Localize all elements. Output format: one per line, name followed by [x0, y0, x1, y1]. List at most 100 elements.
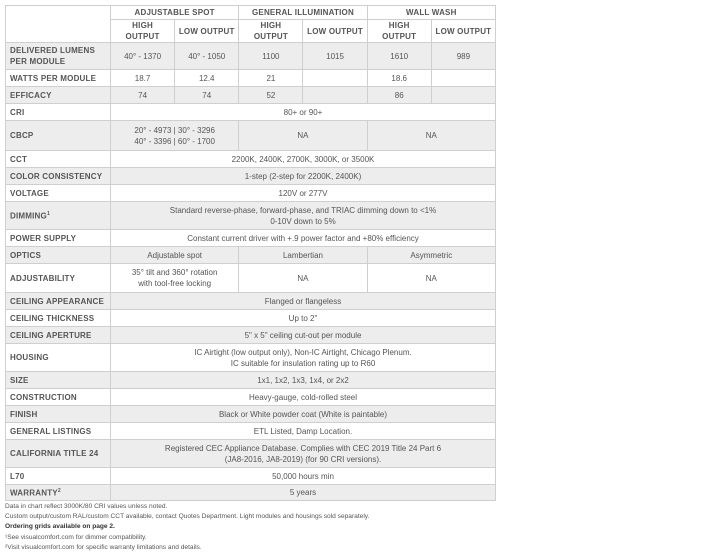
group-wall-wash: WALL WASH	[366, 5, 497, 20]
corner-cell	[5, 5, 111, 43]
cell	[302, 69, 368, 87]
cell: 1100	[238, 42, 304, 70]
spec-table: ADJUSTABLE SPOT GENERAL ILLUMINATION WAL…	[5, 5, 497, 501]
row-l70: L70 50,000 hours min	[5, 467, 496, 485]
row-housing: HOUSING IC Airtight (low output only), N…	[5, 343, 496, 372]
row-label: WARRANTY2	[5, 484, 111, 501]
cell: 18.7	[109, 69, 176, 87]
note-dimmer: ¹See visualcomfort.com for dimmer compat…	[5, 533, 147, 541]
cell: 50,000 hours min	[110, 467, 496, 485]
row-label: CEILING APERTURE	[5, 326, 111, 344]
row-finish: FINISH Black or White powder coat (White…	[5, 405, 496, 423]
cell: 80+ or 90+	[110, 103, 496, 121]
row-label: FINISH	[5, 405, 111, 423]
row-color-consistency: COLOR CONSISTENCY 1-step (2-step for 220…	[5, 167, 496, 185]
cell-line: 0-10V down to 5%	[270, 216, 336, 226]
cell: 1-step (2-step for 2200K, 2400K)	[110, 167, 496, 185]
row-construction: CONSTRUCTION Heavy-gauge, cold-rolled st…	[5, 388, 496, 406]
cell-line: 35° tilt and 360° rotation	[131, 268, 218, 277]
cell: 35° tilt and 360° rotation with tool-free…	[109, 263, 240, 293]
cell-line: Standard reverse-phase, forward-phase, a…	[169, 205, 437, 215]
cell: 2200K, 2400K, 2700K, 3000K, or 3500K	[110, 150, 496, 168]
cell: 40° - 1370	[109, 42, 176, 70]
row-optics: OPTICS Adjustable spot Lambertian Asymme…	[5, 246, 497, 264]
row-label: EFFICACY	[5, 86, 111, 104]
row-warranty: WARRANTY2 5 years	[5, 484, 496, 501]
cell: 12.4	[174, 69, 240, 87]
cell: 74	[109, 86, 176, 104]
footnote-mark: 1	[46, 211, 50, 218]
cell: 1x1, 1x2, 1x3, 1x4, or 2x2	[110, 371, 496, 389]
cell: 21	[238, 69, 304, 87]
cell: Lambertian	[238, 246, 368, 264]
row-label: VOLTAGE	[5, 184, 111, 202]
row-ceiling-thickness: CEILING THICKNESS Up to 2"	[5, 309, 496, 327]
row-label: GENERAL LISTINGS	[5, 422, 111, 440]
row-california-title-24: CALIFORNIA TITLE 24 Registered CEC Appli…	[5, 439, 496, 468]
group-adjustable-spot: ADJUSTABLE SPOT	[109, 5, 240, 20]
note-warranty: ²Visit visualcomfort.com for specific wa…	[5, 543, 202, 551]
cell	[302, 86, 368, 104]
row-ceiling-appearance: CEILING APPEARANCE Flanged or flangeless	[5, 292, 496, 310]
cell: 989	[430, 42, 497, 70]
note-data-basis: Data in chart reflect 3000K/80 CRI value…	[5, 503, 168, 510]
cell	[430, 69, 497, 87]
cell: Black or White powder coat (White is pai…	[110, 405, 496, 423]
row-adjustability: ADJUSTABILITY 35° tilt and 360° rotation…	[5, 263, 497, 293]
label-text: WARRANTY	[10, 488, 58, 498]
row-label: SIZE	[5, 371, 111, 389]
row-dimming: DIMMING1 Standard reverse-phase, forward…	[5, 201, 496, 230]
row-label: HOUSING	[5, 343, 111, 372]
cell: NA	[238, 120, 368, 151]
row-label: ADJUSTABILITY	[5, 263, 111, 293]
row-label: CONSTRUCTION	[5, 388, 111, 406]
cell: NA	[366, 120, 497, 151]
cell-line: Registered CEC Appliance Database. Compl…	[164, 443, 442, 453]
row-cbcp: CBCP 20° - 4973 | 30° - 3296 40° - 3396 |…	[5, 120, 497, 151]
row-cct: CCT 2200K, 2400K, 2700K, 3000K, or 3500K	[5, 150, 496, 168]
row-watts: WATTS PER MODULE 18.7 12.4 21 18.6	[5, 69, 497, 87]
note-ordering: Ordering grids available on page 2.	[5, 522, 369, 532]
cell-line: 40° - 3396 | 60° - 1700	[134, 136, 215, 146]
cell: Heavy-gauge, cold-rolled steel	[110, 388, 496, 406]
cell: 52	[238, 86, 304, 104]
cell-line: IC Airtight (low output only), Non-IC Ai…	[194, 347, 412, 357]
row-label: CALIFORNIA TITLE 24	[5, 439, 111, 468]
row-label: L70	[5, 467, 111, 485]
footnote-mark: 2	[57, 488, 61, 495]
row-label: WATTS PER MODULE	[5, 69, 111, 87]
cell: 5" x 5" ceiling cut-out per module	[110, 326, 496, 344]
cell: Flanged or flangeless	[110, 292, 496, 310]
subcol-header: HIGH OUTPUT	[366, 19, 432, 43]
cell: 1610	[366, 42, 432, 70]
cell: 120V or 277V	[110, 184, 496, 202]
row-label: COLOR CONSISTENCY	[5, 167, 111, 185]
cell: 86	[366, 86, 432, 104]
cell: IC Airtight (low output only), Non-IC Ai…	[110, 343, 496, 372]
cell: Standard reverse-phase, forward-phase, a…	[110, 201, 496, 230]
cell: 5 years	[110, 484, 496, 501]
row-label: OPTICS	[5, 246, 111, 264]
row-voltage: VOLTAGE 120V or 277V	[5, 184, 496, 202]
cell: 74	[174, 86, 240, 104]
subcol-header: LOW OUTPUT	[174, 19, 240, 43]
row-label: CEILING APPEARANCE	[5, 292, 111, 310]
subcol-header: HIGH OUTPUT	[109, 19, 176, 43]
note-ordering-text: Ordering grids available on page 2.	[5, 523, 115, 531]
row-label: CBCP	[5, 120, 111, 151]
cell: Adjustable spot	[109, 246, 240, 264]
row-label: CRI	[5, 103, 111, 121]
row-power-supply: POWER SUPPLY Constant current driver wit…	[5, 229, 496, 247]
subcol-header: LOW OUTPUT	[302, 19, 368, 43]
note-custom: Custom output/custom RAL/custom CCT avai…	[5, 513, 370, 521]
cell-line: (JA8-2016, JA8-2019) (for 90 CRI version…	[224, 454, 382, 464]
cell-line: with tool-free locking	[138, 279, 212, 288]
cell	[430, 86, 497, 104]
cell: Registered CEC Appliance Database. Compl…	[110, 439, 496, 468]
label-text: DIMMING	[10, 211, 47, 221]
cell: 1015	[302, 42, 368, 70]
footnotes: Data in chart reflect 3000K/80 CRI value…	[5, 502, 369, 553]
row-ceiling-aperture: CEILING APERTURE 5" x 5" ceiling cut-out…	[5, 326, 496, 344]
row-lumens: DELIVERED LUMENS PER MODULE 40° - 1370 4…	[5, 42, 497, 70]
cell: 20° - 4973 | 30° - 3296 40° - 3396 | 60° …	[109, 120, 240, 151]
